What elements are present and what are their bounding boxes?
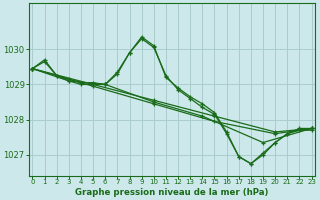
X-axis label: Graphe pression niveau de la mer (hPa): Graphe pression niveau de la mer (hPa) bbox=[75, 188, 269, 197]
